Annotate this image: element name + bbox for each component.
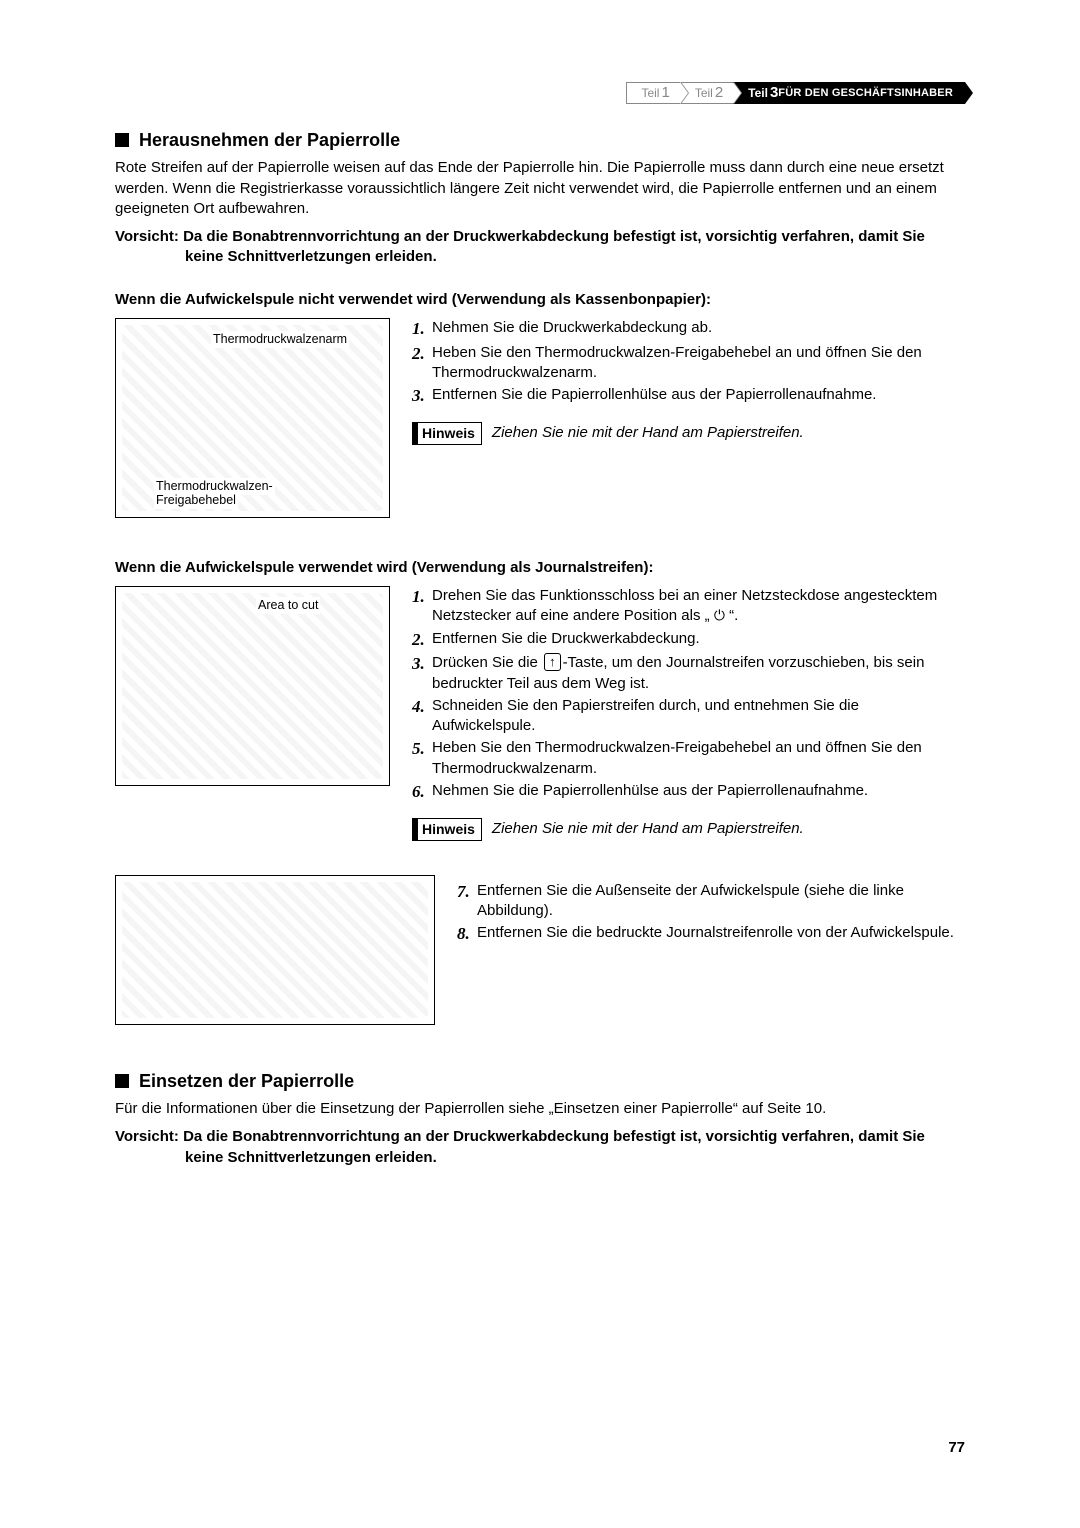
hinweis-label-2: Hinweis [412,818,482,841]
bc2-num: 2 [715,83,723,103]
page-number: 77 [948,1438,965,1458]
block1-heading: Wenn die Aufwickelspule nicht verwendet … [115,290,965,310]
b2-step7: 7.Entfernen Sie die Außenseite der Aufwi… [457,881,965,922]
section-title-insert-roll: Einsetzen der Papierrolle [115,1069,965,1093]
b1-step1: 1.Nehmen Sie die Druckwerkabdeckung ab. [412,318,965,341]
figure3-placeholder [122,882,428,1018]
fig2-label: Area to cut [256,597,320,614]
b2-step4: 4.Schneiden Sie den Papierstreifen durch… [412,696,965,737]
bc2-label: Teil [695,85,713,101]
bc1-num: 1 [661,83,669,103]
section1-intro: Rote Streifen auf der Papierrolle weisen… [115,158,965,219]
section2-caution: Vorsicht: Da die Bonabtrennvorrichtung a… [115,1127,965,1168]
fig1-label-top: Thermodruckwalzenarm [211,331,349,348]
hinweis-text: Ziehen Sie nie mit der Hand am Papierstr… [492,423,804,443]
section2-title-text: Einsetzen der Papierrolle [139,1069,354,1093]
block1-steps: 1.Nehmen Sie die Druckwerkabdeckung ab. … [412,318,965,518]
b2-step8: 8.Entfernen Sie die bedruckte Journalstr… [457,923,965,946]
breadcrumb: Teil1 Teil2 Teil3 FÜR DEN GESCHÄFTSINHAB… [626,82,965,104]
block1-row: Thermodruckwalzenarm Thermodruckwalzen- … [115,318,965,518]
b1-step3: 3.Entfernen Sie die Papierrollenhülse au… [412,385,965,408]
section1-caution: Vorsicht: Da die Bonabtrennvorrichtung a… [115,227,965,268]
square-bullet-icon [115,133,129,147]
section-title-remove-roll: Herausnehmen der Papierrolle [115,128,965,152]
section2-intro: Für die Informationen über die Einsetzun… [115,1099,965,1119]
breadcrumb-part-1: Teil1 [626,82,679,104]
hinweis-label: Hinweis [412,422,482,445]
b2-step2: 2.Entfernen Sie die Druckwerkabdeckung. [412,629,965,652]
b2-step3: 3.Drücken Sie die ↑-Taste, um den Journa… [412,653,965,694]
block2-row: Area to cut 1.Drehen Sie das Funktionssc… [115,586,965,841]
b2-step6: 6.Nehmen Sie die Papierrollenhülse aus d… [412,781,965,804]
figure-printer-open: Thermodruckwalzenarm Thermodruckwalzen- … [115,318,390,518]
block2-heading: Wenn die Aufwickelspule verwendet wird (… [115,558,965,578]
hinweis-text-2: Ziehen Sie nie mit der Hand am Papierstr… [492,819,804,839]
figure-printer-cut: Area to cut [115,586,390,786]
breadcrumb-part-3-active: Teil3 FÜR DEN GESCHÄFTSINHABER [733,82,965,104]
bc3-label: Teil [748,85,768,101]
b1-step2: 2.Heben Sie den Thermodruckwalzen-Freiga… [412,343,965,384]
block2-row2: 7.Entfernen Sie die Außenseite der Aufwi… [115,875,965,1025]
b1-hinweis: Hinweis Ziehen Sie nie mit der Hand am P… [412,422,965,445]
section1-title-text: Herausnehmen der Papierrolle [139,128,400,152]
b2-step1: 1.Drehen Sie das Funktionsschloss bei an… [412,586,965,627]
figure-hands-spool [115,875,435,1025]
figure2-placeholder [122,593,383,779]
bc1-label: Teil [641,85,659,101]
bc3-num: 3 [770,83,778,103]
up-key-icon: ↑ [544,653,561,671]
power-icon: ⏻ [714,607,725,623]
square-bullet-icon-2 [115,1074,129,1088]
bc3-title: FÜR DEN GESCHÄFTSINHABER [778,86,953,101]
block2-steps: 1.Drehen Sie das Funktionsschloss bei an… [412,586,965,841]
block2-steps78: 7.Entfernen Sie die Außenseite der Aufwi… [457,875,965,948]
b2-step5: 5.Heben Sie den Thermodruckwalzen-Freiga… [412,738,965,779]
fig1-label-bottom2: Freigabehebel [154,492,238,509]
b2-hinweis: Hinweis Ziehen Sie nie mit der Hand am P… [412,818,965,841]
